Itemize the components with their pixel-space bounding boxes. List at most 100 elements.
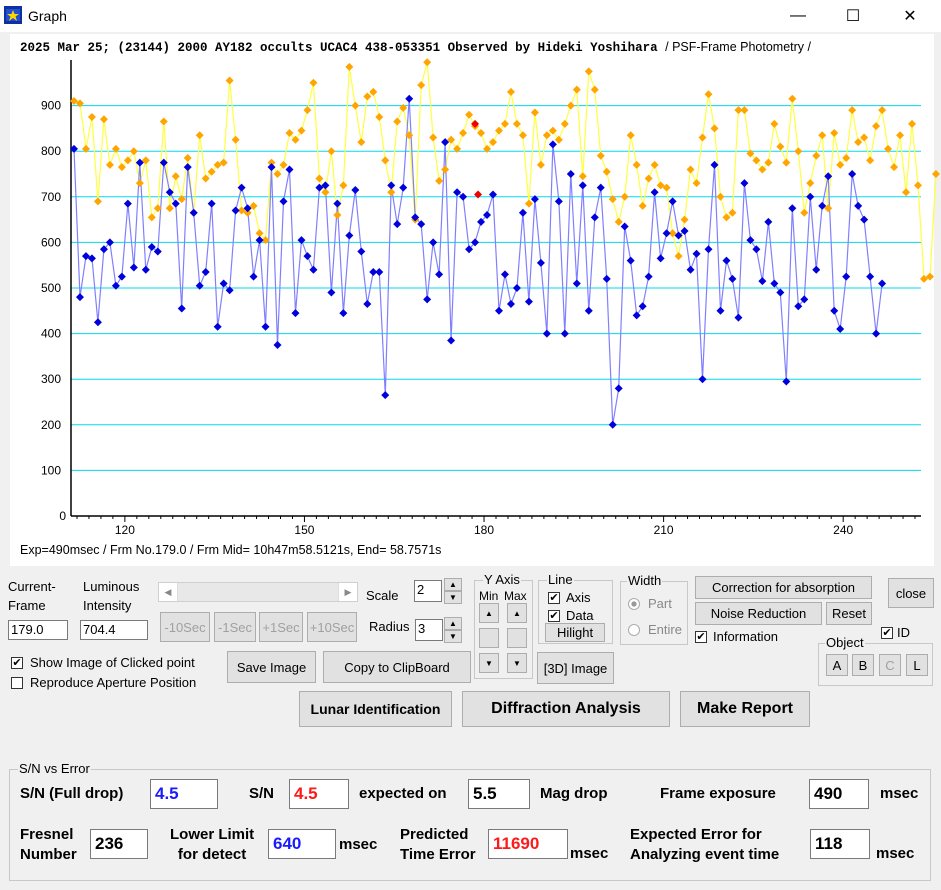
target-data-point: [710, 160, 719, 169]
comparison-data-point: [177, 195, 186, 204]
minus-1sec-button[interactable]: -1Sec: [214, 612, 256, 642]
scale-input[interactable]: 2: [414, 580, 442, 602]
object-c-button[interactable]: C: [879, 654, 901, 676]
comparison-data-point: [333, 211, 342, 220]
radius-input[interactable]: 3: [415, 619, 443, 641]
reproduce-aperture-checkbox[interactable]: Reproduce Aperture Position: [11, 675, 196, 690]
minus-10sec-button[interactable]: -10Sec: [160, 612, 210, 642]
y-tick-label: 900: [41, 99, 61, 113]
target-data-point: [650, 188, 659, 197]
comparison-data-point: [405, 131, 414, 140]
object-a-button[interactable]: A: [826, 654, 848, 676]
comparison-data-point: [650, 160, 659, 169]
target-data-point: [872, 329, 881, 338]
sn-label: S/N: [249, 785, 275, 802]
comparison-data-point: [273, 170, 282, 178]
target-data-point: [195, 281, 204, 290]
target-series-line: [73, 98, 883, 425]
plus-10sec-button[interactable]: +10Sec: [307, 612, 357, 642]
current-frame-input[interactable]: 179.0: [8, 620, 68, 640]
target-data-point: [614, 384, 623, 393]
y-max-up-icon[interactable]: ▲: [507, 603, 527, 623]
save-image-button[interactable]: Save Image: [227, 651, 316, 683]
y-min-track[interactable]: [479, 628, 499, 648]
scroll-left-icon[interactable]: ◀: [159, 583, 178, 601]
target-data-point: [866, 272, 875, 281]
sn-full-drop-value: 4.5: [150, 779, 218, 809]
object-b-button[interactable]: B: [852, 654, 874, 676]
x-tick-label: 210: [654, 523, 674, 537]
axis-checkbox[interactable]: ✔ Axis: [548, 590, 591, 605]
target-data-point: [201, 268, 210, 277]
close-button[interactable]: close: [888, 578, 934, 608]
object-l-button[interactable]: L: [906, 654, 928, 676]
target-data-point: [524, 297, 533, 306]
comparison-data-point: [584, 67, 593, 76]
highlighted-point: [471, 119, 480, 128]
target-data-point: [447, 336, 456, 345]
expected-error-label: Expected Error for Analyzing event time: [630, 826, 780, 863]
radius-down-icon[interactable]: ▼: [444, 630, 462, 643]
frame-scrollbar[interactable]: ◀ ▶: [158, 582, 358, 602]
comparison-data-point: [722, 213, 731, 222]
target-data-point: [261, 322, 270, 331]
target-data-point: [303, 252, 312, 261]
maximize-button[interactable]: ☐: [830, 0, 876, 32]
close-window-button[interactable]: ✕: [887, 0, 933, 32]
information-checkbox[interactable]: ✔ Information: [695, 629, 778, 644]
correction-absorption-button[interactable]: Correction for absorption: [695, 576, 872, 599]
target-data-point: [285, 165, 294, 174]
target-data-point: [608, 420, 617, 429]
object-group: Object: [818, 635, 933, 686]
scale-down-icon[interactable]: ▼: [444, 591, 462, 604]
comparison-data-point: [848, 106, 857, 115]
width-entire-radio[interactable]: Entire: [628, 622, 682, 637]
comparison-data-point: [716, 192, 725, 201]
plus-1sec-button[interactable]: +1Sec: [259, 612, 303, 642]
target-data-point: [824, 172, 833, 181]
noise-reduction-button[interactable]: Noise Reduction: [695, 602, 822, 625]
target-data-point: [716, 306, 725, 315]
y-max-down-icon[interactable]: ▼: [507, 653, 527, 673]
comparison-data-point: [740, 106, 749, 115]
reset-button[interactable]: Reset: [826, 602, 872, 625]
lunar-identification-button[interactable]: Lunar Identification: [299, 691, 452, 727]
y-axis-max-label: Max: [504, 589, 527, 603]
y-min-up-icon[interactable]: ▲: [479, 603, 499, 623]
comparison-data-point: [279, 160, 288, 169]
scroll-right-icon[interactable]: ▶: [338, 583, 357, 601]
y-min-down-icon[interactable]: ▼: [479, 653, 499, 673]
comparison-data-point: [890, 163, 899, 172]
target-data-point: [860, 215, 869, 224]
comparison-data-point: [578, 172, 587, 181]
target-data-point: [530, 195, 539, 204]
minimize-button[interactable]: —: [775, 0, 821, 32]
reproduce-aperture-label: Reproduce Aperture Position: [30, 675, 197, 690]
comparison-series-line: [73, 62, 937, 280]
hilight-button[interactable]: Hilight: [545, 623, 605, 642]
show-image-label: Show Image of Clicked point: [30, 655, 195, 670]
width-part-radio[interactable]: Part: [628, 596, 672, 611]
data-checkbox[interactable]: ✔ Data: [548, 608, 593, 623]
make-report-button[interactable]: Make Report: [680, 691, 810, 727]
comparison-data-point: [548, 126, 557, 135]
3d-image-button[interactable]: [3D] Image: [537, 652, 614, 684]
scale-up-icon[interactable]: ▲: [444, 578, 462, 591]
comparison-data-point: [213, 160, 222, 169]
diffraction-analysis-button[interactable]: Diffraction Analysis: [462, 691, 670, 727]
show-image-checkbox[interactable]: ✔ Show Image of Clicked point: [11, 655, 195, 670]
comparison-data-point: [453, 144, 462, 153]
light-curve-chart[interactable]: 100 200 300 400 500 600 700 800 900 0 120 150 180 210…: [0, 0, 941, 570]
axis-check-icon: ✔: [548, 591, 560, 604]
y-max-track[interactable]: [507, 628, 527, 648]
comparison-data-point: [255, 229, 264, 238]
copy-clipboard-button[interactable]: Copy to ClipBoard: [323, 651, 471, 683]
comparison-data-point: [147, 213, 156, 222]
target-data-point: [764, 217, 773, 226]
y-tick-label: 600: [41, 235, 61, 249]
id-checkbox[interactable]: ✔ ID: [881, 625, 910, 640]
luminous-intensity-input[interactable]: 704.4: [80, 620, 148, 640]
comparison-data-point: [69, 97, 78, 106]
radius-up-icon[interactable]: ▲: [444, 617, 462, 630]
fresnel-number-label: Fresnel Number: [20, 826, 77, 863]
